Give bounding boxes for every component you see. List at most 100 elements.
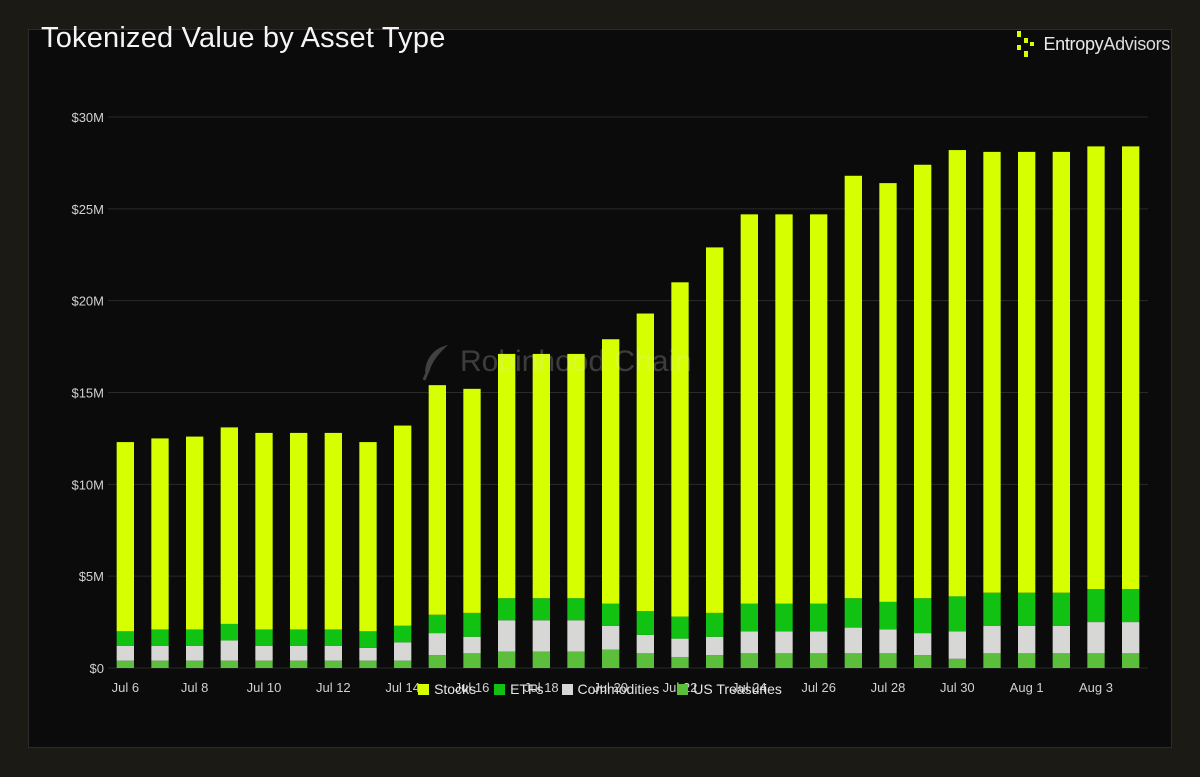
bar-segment-etfs	[810, 603, 828, 632]
bar-segment-us-treasuries	[116, 660, 134, 668]
bar-segment-commodities	[428, 633, 446, 656]
bar-segment-stocks	[983, 151, 1001, 593]
entropy-logo-icon	[1017, 31, 1035, 57]
y-tick-label: $15M	[71, 386, 104, 401]
bar-segment-etfs	[532, 598, 550, 621]
legend-item: US Treasuries	[677, 681, 782, 697]
bar-segment-us-treasuries	[636, 653, 654, 668]
bar-segment-etfs	[290, 629, 308, 646]
x-tick-label: Jul 16	[455, 680, 490, 695]
x-tick-label: Jul 20	[593, 680, 628, 695]
x-tick-label: Jul 14	[385, 680, 420, 695]
bar-segment-us-treasuries	[498, 651, 516, 668]
bar-segment-stocks	[116, 442, 134, 632]
bar-segment-stocks	[532, 353, 550, 599]
bar-segment-us-treasuries	[983, 653, 1001, 668]
x-tick-label: Jul 30	[940, 680, 975, 695]
bar-segment-commodities	[463, 636, 481, 654]
legend-swatch	[677, 683, 689, 695]
bar-segment-stocks	[1122, 146, 1140, 590]
bar-segment-us-treasuries	[1087, 653, 1105, 668]
bar-segment-commodities	[1018, 625, 1036, 654]
bar-segment-commodities	[1087, 622, 1105, 654]
x-tick-label: Jul 24	[732, 680, 767, 695]
x-tick-label: Jul 6	[112, 680, 139, 695]
bar-segment-commodities	[567, 620, 585, 652]
bar-segment-us-treasuries	[186, 660, 204, 668]
bar-segment-stocks	[740, 214, 758, 604]
bar-segment-etfs	[1018, 592, 1036, 626]
y-tick-label: $5M	[79, 569, 104, 584]
bar-segment-etfs	[220, 623, 238, 641]
bar-segment-commodities	[116, 645, 134, 661]
x-tick-label: Aug 3	[1079, 680, 1113, 695]
chart-card	[28, 29, 1172, 748]
bar-segment-commodities	[255, 645, 273, 661]
legend-item: Commodities	[561, 681, 659, 697]
bar-segment-commodities	[740, 631, 758, 654]
bar-segment-commodities	[948, 631, 966, 659]
bar-segment-stocks	[255, 432, 273, 630]
bar-segment-etfs	[116, 631, 134, 646]
bar-segment-stocks	[359, 442, 377, 632]
bar-segment-stocks	[324, 432, 342, 630]
legend-label: US Treasuries	[693, 681, 782, 697]
bar-segment-etfs	[463, 612, 481, 637]
bar-segment-stocks	[463, 388, 481, 613]
bar-segment-etfs	[671, 616, 689, 639]
bar-segment-stocks	[394, 425, 412, 626]
bar-segment-commodities	[290, 645, 308, 661]
bar-segment-commodities	[810, 631, 828, 654]
bar-segment-stocks	[220, 427, 238, 624]
bar-segment-stocks	[948, 150, 966, 597]
legend-label: Stocks	[434, 681, 477, 697]
bar-segment-stocks	[844, 175, 862, 599]
x-tick-label: Jul 10	[247, 680, 282, 695]
bar-segment-commodities	[983, 625, 1001, 654]
bar-segment-us-treasuries	[151, 660, 169, 668]
bar-segment-stocks	[567, 353, 585, 599]
bar-segment-commodities	[220, 640, 238, 661]
bar-segment-etfs	[844, 598, 862, 628]
feather-icon	[422, 345, 448, 381]
bar-segment-us-treasuries	[879, 653, 897, 668]
brand-name: EntropyAdvisors	[1043, 34, 1170, 55]
bar-segment-stocks	[428, 385, 446, 615]
bar-segment-us-treasuries	[948, 658, 966, 668]
bar-segment-us-treasuries	[255, 660, 273, 668]
watermark-text: Robinhood Chain	[460, 345, 692, 378]
bar-segment-commodities	[394, 642, 412, 661]
bar-segment-etfs	[1052, 592, 1070, 626]
bar-segment-us-treasuries	[567, 651, 585, 668]
bar-segment-stocks	[671, 282, 689, 617]
bar-segment-us-treasuries	[532, 651, 550, 668]
legend-item: Stocks	[418, 681, 476, 697]
x-tick-label: Jul 8	[181, 680, 208, 695]
x-tick-label: Jul 26	[801, 680, 836, 695]
bar-segment-etfs	[983, 592, 1001, 626]
watermark: Robinhood Chain	[420, 340, 692, 384]
bar-segment-us-treasuries	[671, 656, 689, 668]
bar-segment-stocks	[706, 247, 724, 613]
chart-title: Tokenized Value by Asset Type	[41, 22, 446, 54]
bar-segment-etfs	[914, 598, 932, 634]
brand-name-part1: Entropy	[1043, 33, 1104, 54]
y-tick-label: $10M	[71, 477, 104, 492]
bar-segment-stocks	[151, 438, 169, 630]
bar-segment-commodities	[532, 620, 550, 652]
bar-segment-etfs	[394, 625, 412, 643]
bar-segment-us-treasuries	[602, 649, 620, 668]
bar-segment-etfs	[602, 603, 620, 626]
bar-segment-etfs	[706, 612, 724, 637]
bar-segment-etfs	[775, 603, 793, 632]
bar-segment-us-treasuries	[810, 653, 828, 668]
bar-segment-us-treasuries	[775, 653, 793, 668]
bar-segment-stocks	[1018, 151, 1036, 593]
bar-segment-commodities	[1122, 622, 1140, 654]
bar-segment-stocks	[498, 353, 516, 599]
bar-segment-etfs	[636, 611, 654, 635]
bar-segment-etfs	[879, 601, 897, 630]
legend-swatch	[494, 683, 506, 695]
y-tick-label: $0	[90, 661, 104, 676]
